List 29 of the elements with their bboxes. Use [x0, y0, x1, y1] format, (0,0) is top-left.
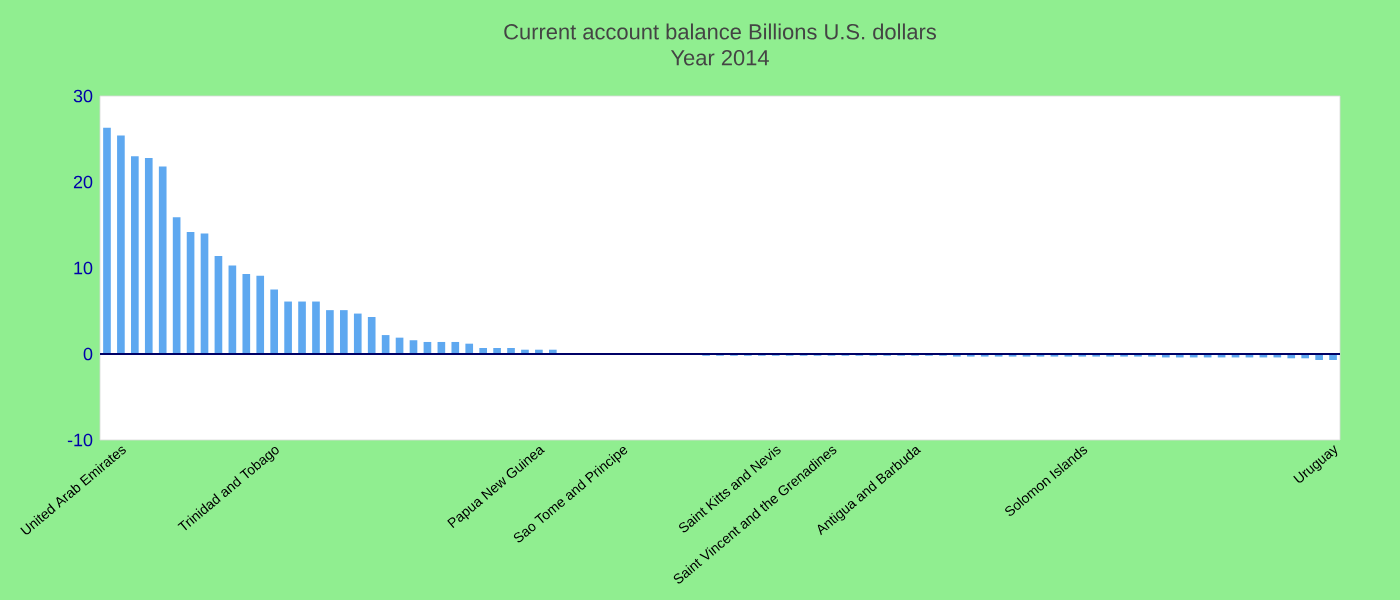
bar: [367, 317, 376, 354]
bar: [242, 274, 251, 354]
chart-title: Current account balance Billions U.S. dollars: [504, 23, 936, 40]
bar: [117, 135, 125, 354]
bar: [103, 127, 111, 354]
bar: [172, 217, 181, 354]
bar: [340, 310, 348, 354]
bar: [465, 343, 474, 354]
bar: [131, 156, 139, 354]
y-tick-label: 0: [83, 347, 93, 361]
bar: [298, 301, 306, 354]
y-tick-label: -10: [67, 433, 93, 447]
chart-subtitle: Year 2014: [670, 49, 769, 66]
bar: [284, 301, 292, 354]
y-tick-label: 20: [73, 175, 93, 189]
bar: [326, 310, 334, 354]
bar: [312, 301, 320, 354]
bar: [353, 313, 362, 354]
bar: [270, 289, 278, 354]
bar: [214, 255, 223, 354]
bar: [186, 231, 195, 354]
bar: [158, 166, 167, 354]
bar: [200, 233, 209, 354]
bar: [451, 341, 460, 354]
y-tick-label: 10: [74, 261, 93, 275]
y-tick-label: 30: [73, 89, 93, 103]
bar: [256, 275, 265, 354]
bar: [228, 265, 237, 354]
bar: [144, 157, 153, 354]
